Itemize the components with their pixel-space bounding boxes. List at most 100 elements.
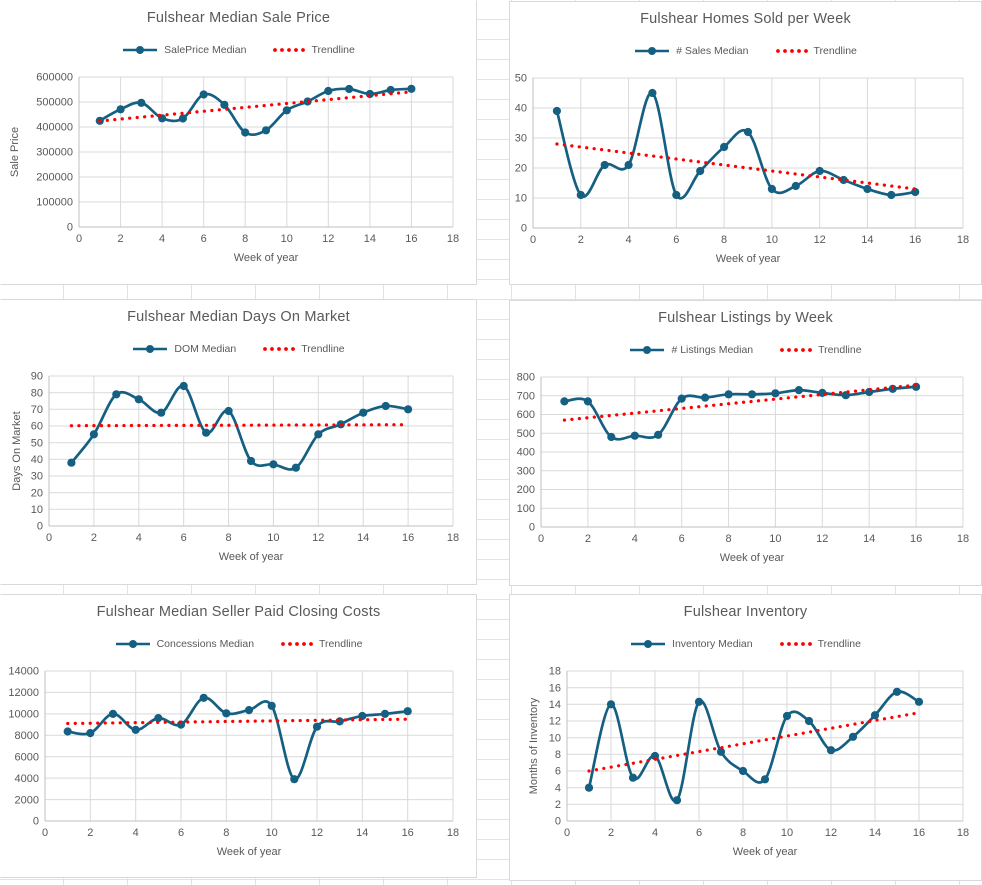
svg-text:20: 20: [515, 163, 527, 175]
chart-canvas: 0 2000 4000 6000 8000 10000 12000 14000 0 2 4 6 8 10 1…: [8, 666, 459, 839]
x-axis-title: Week of year: [216, 846, 282, 858]
svg-text:18: 18: [447, 532, 459, 544]
svg-text:10: 10: [31, 504, 43, 516]
chart-canvas: 0 2 4 6 8 10 12 14 16 18 0 2 4 6 8 10 12 14 16 18: [549, 666, 969, 839]
svg-text:0: 0: [530, 234, 536, 246]
chart-panel-days-on-market[interactable]: Fulshear Median Days On Market DOM Media…: [0, 299, 477, 585]
svg-text:0: 0: [37, 521, 43, 533]
trendline-dots-icon: [779, 346, 813, 354]
svg-text:0: 0: [564, 827, 570, 839]
trendline-dots-icon: [262, 345, 296, 353]
svg-text:12: 12: [816, 533, 828, 545]
svg-text:0: 0: [67, 222, 73, 234]
svg-text:14: 14: [861, 234, 873, 246]
series-line-marker-icon: [132, 344, 168, 354]
svg-text:4: 4: [159, 233, 165, 245]
svg-text:18: 18: [549, 666, 561, 678]
series-line-marker-icon: [630, 639, 666, 649]
chart-panel-inventory[interactable]: Fulshear Inventory Inventory Median Tren…: [509, 594, 982, 881]
svg-text:6: 6: [673, 234, 679, 246]
svg-text:10: 10: [267, 532, 279, 544]
svg-text:12: 12: [549, 716, 561, 728]
svg-text:16: 16: [913, 827, 925, 839]
svg-text:4: 4: [555, 782, 561, 794]
svg-text:200000: 200000: [36, 172, 73, 184]
svg-text:20: 20: [31, 487, 43, 499]
svg-text:2: 2: [585, 533, 591, 545]
svg-text:100: 100: [517, 503, 535, 515]
svg-text:12: 12: [322, 233, 334, 245]
svg-text:16: 16: [402, 827, 414, 839]
svg-text:8000: 8000: [15, 730, 39, 742]
chart-legend: # Listings Median Trendline: [510, 343, 981, 357]
chart-legend: Inventory Median Trendline: [510, 637, 981, 651]
svg-text:0: 0: [529, 522, 535, 534]
svg-text:14: 14: [549, 699, 561, 711]
chart-canvas: 0 10 20 30 40 50 0 2 4 6 8 10 12 14 16 18: [515, 73, 969, 246]
svg-text:10: 10: [781, 827, 793, 839]
trendline-dots-icon: [775, 47, 808, 55]
x-axis-title: Week of year: [732, 846, 798, 858]
svg-text:10: 10: [515, 193, 527, 205]
chart-panel-median-sale-price[interactable]: Fulshear Median Sale Price SalePrice Med…: [0, 0, 477, 285]
svg-text:4: 4: [652, 827, 658, 839]
svg-text:6: 6: [555, 766, 561, 778]
trendline-legend-label: Trendline: [301, 343, 345, 355]
svg-text:4000: 4000: [15, 773, 39, 785]
svg-text:0: 0: [538, 533, 544, 545]
svg-text:500000: 500000: [36, 97, 73, 109]
svg-text:0: 0: [42, 827, 48, 839]
series-line-marker-icon: [634, 46, 670, 56]
svg-text:6: 6: [178, 827, 184, 839]
chart-canvas: 0 10 20 30 40 50 60 70 80 90 0 2 4 6 8 10 12 14 16 18: [31, 371, 459, 544]
svg-text:6: 6: [696, 827, 702, 839]
series-legend-label: Concessions Median: [156, 638, 255, 650]
y-axis-title: Months of Inventory: [528, 697, 540, 795]
svg-text:8: 8: [726, 533, 732, 545]
x-axis-title: Week of year: [715, 253, 781, 265]
svg-text:14: 14: [364, 233, 376, 245]
svg-text:6: 6: [181, 532, 187, 544]
svg-text:90: 90: [31, 371, 43, 383]
chart-canvas: 0 100000 200000 300000 400000 500000 600000 0 2 4…: [36, 72, 459, 245]
svg-text:12: 12: [814, 234, 826, 246]
plot-area: 0 10 20 30 40 50 0 2 4 6 8 10 12 14 16 18: [510, 2, 981, 284]
x-axis-title: Week of year: [719, 552, 785, 564]
plot-area: 0 100 200 300 400 500 600 700 800 0 2 4 6 8 10 12 14 16 18: [510, 301, 981, 585]
svg-text:0: 0: [76, 233, 82, 245]
chart-title: Fulshear Median Seller Paid Closing Cost…: [96, 604, 381, 620]
svg-text:100000: 100000: [36, 197, 73, 209]
x-axis-title: Week of year: [218, 551, 284, 563]
trendline-legend-label: Trendline: [311, 44, 355, 56]
svg-text:12: 12: [311, 827, 323, 839]
svg-text:0: 0: [521, 223, 527, 235]
svg-text:2: 2: [118, 233, 124, 245]
svg-text:10: 10: [769, 533, 781, 545]
svg-text:2000: 2000: [15, 794, 39, 806]
trendline-legend-label: Trendline: [319, 638, 363, 650]
svg-text:8: 8: [740, 827, 746, 839]
series-line-marker-icon: [629, 345, 665, 355]
chart-panel-listings-by-week[interactable]: Fulshear Listings by Week # Listings Med…: [509, 300, 982, 586]
series-legend-label: DOM Median: [174, 343, 237, 355]
svg-text:14: 14: [357, 532, 369, 544]
svg-text:50: 50: [31, 437, 43, 449]
series-legend-label: Inventory Median: [672, 638, 753, 650]
svg-text:14: 14: [863, 533, 875, 545]
svg-text:4: 4: [136, 532, 142, 544]
series-legend-label: # Sales Median: [676, 45, 749, 57]
svg-text:8: 8: [242, 233, 248, 245]
svg-text:4: 4: [632, 533, 638, 545]
chart-panel-seller-paid-closing-costs[interactable]: Fulshear Median Seller Paid Closing Cost…: [0, 594, 477, 878]
series-legend-label: SalePrice Median: [164, 44, 247, 56]
svg-text:2: 2: [87, 827, 93, 839]
plot-area: 0 2000 4000 6000 8000 10000 12000 14000 0 2 4 6 8 10 1…: [1, 595, 476, 877]
svg-text:60: 60: [31, 421, 43, 433]
svg-text:2: 2: [578, 234, 584, 246]
chart-title: Fulshear Listings by Week: [658, 310, 833, 326]
svg-text:14: 14: [869, 827, 881, 839]
chart-panel-homes-sold-per-week[interactable]: Fulshear Homes Sold per Week # Sales Med…: [509, 1, 982, 285]
svg-text:400000: 400000: [36, 122, 73, 134]
svg-text:2: 2: [555, 799, 561, 811]
